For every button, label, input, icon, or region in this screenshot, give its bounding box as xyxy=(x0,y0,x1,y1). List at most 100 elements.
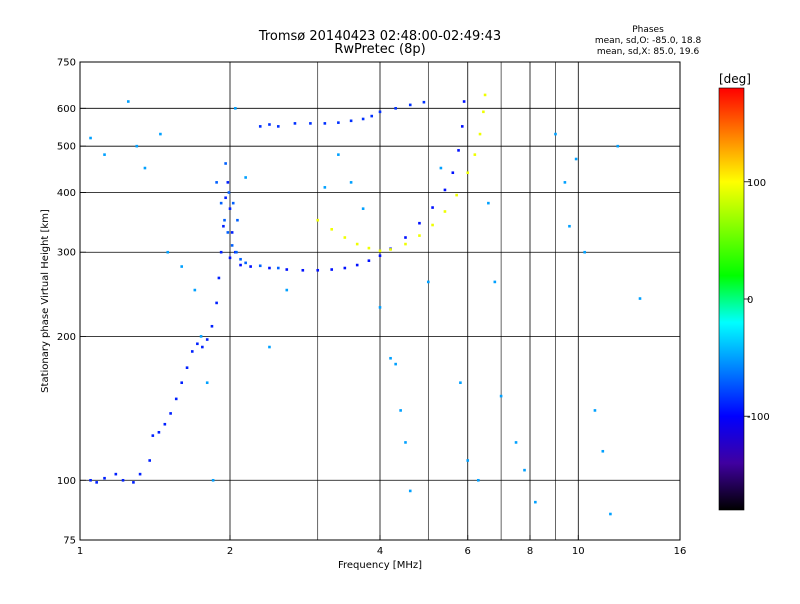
data-point xyxy=(367,246,371,250)
data-point xyxy=(201,345,204,349)
data-point xyxy=(157,431,161,434)
data-point xyxy=(205,381,209,385)
data-point xyxy=(268,123,271,126)
data-point xyxy=(554,132,557,136)
data-point xyxy=(483,93,487,97)
data-point xyxy=(493,280,497,284)
data-point xyxy=(367,259,371,262)
x-tick-label: 10 xyxy=(572,546,585,557)
data-point xyxy=(234,107,237,110)
data-point xyxy=(534,500,537,504)
data-point xyxy=(235,250,238,254)
data-point xyxy=(231,201,235,205)
data-point xyxy=(404,242,407,246)
data-point xyxy=(227,191,231,194)
y-tick-label: 300 xyxy=(57,248,76,259)
data-point xyxy=(309,122,312,125)
data-point xyxy=(301,268,305,272)
data-point xyxy=(199,335,203,338)
colorbar-tick-label: 0 xyxy=(747,295,753,306)
data-point xyxy=(193,288,197,292)
data-point xyxy=(166,250,170,254)
data-point xyxy=(404,441,407,444)
data-point xyxy=(244,176,247,179)
data-point xyxy=(418,221,421,225)
y-tick-label: 750 xyxy=(57,58,76,69)
data-point xyxy=(239,257,242,261)
data-point xyxy=(219,250,223,254)
x-tick-label: 4 xyxy=(377,546,383,557)
data-point xyxy=(349,181,353,184)
data-point xyxy=(404,236,407,239)
data-point xyxy=(482,110,485,114)
data-point xyxy=(230,244,234,247)
data-point xyxy=(276,266,280,270)
data-point xyxy=(244,261,247,265)
data-point xyxy=(316,218,320,222)
data-point xyxy=(219,201,223,205)
data-point xyxy=(285,288,289,292)
y-tick-label: 100 xyxy=(57,476,76,487)
data-point xyxy=(126,100,130,103)
data-points xyxy=(89,93,642,516)
data-point xyxy=(361,117,365,121)
colorbar-title: [deg] xyxy=(719,72,751,86)
data-point xyxy=(223,218,226,222)
chart-subtitle: RwPretec (8p) xyxy=(334,42,425,57)
data-point xyxy=(217,276,221,280)
x-axis-ticks: 1 2 4 6 8 10 16 xyxy=(77,535,686,557)
colorbar-tick-label: -100 xyxy=(747,412,770,423)
data-point xyxy=(103,476,106,480)
data-point xyxy=(143,166,147,170)
data-point xyxy=(568,224,571,228)
data-point xyxy=(163,422,167,426)
data-point xyxy=(466,459,470,462)
colorbar xyxy=(718,87,745,511)
data-point xyxy=(459,381,462,385)
y-tick-label: 75 xyxy=(63,536,76,547)
data-point xyxy=(477,478,480,482)
x-axis-label: Frequency [MHz] xyxy=(338,560,422,571)
data-point xyxy=(132,481,135,484)
data-point xyxy=(230,231,234,234)
data-point xyxy=(268,345,271,349)
data-point xyxy=(343,236,347,239)
y-tick-label: 500 xyxy=(57,142,76,153)
data-point xyxy=(121,478,125,482)
x-tick-label: 6 xyxy=(465,546,471,557)
data-point xyxy=(487,201,490,205)
data-point xyxy=(378,249,382,253)
chart-title: Tromsø 20140423 02:48:00-02:49:43 xyxy=(258,29,501,44)
data-point xyxy=(316,268,320,272)
data-point xyxy=(205,338,209,341)
data-point xyxy=(466,171,470,175)
data-point xyxy=(211,478,215,482)
data-point xyxy=(159,132,162,136)
data-point xyxy=(478,132,482,136)
data-point xyxy=(224,196,227,200)
data-point xyxy=(293,122,297,125)
data-point xyxy=(394,107,397,110)
data-point xyxy=(408,103,412,107)
x-tick-label: 2 xyxy=(227,546,233,557)
data-point xyxy=(638,297,642,300)
data-point xyxy=(431,206,434,209)
data-point xyxy=(330,268,334,271)
data-point xyxy=(135,144,139,148)
data-point xyxy=(399,409,402,412)
data-point xyxy=(426,280,430,284)
data-point xyxy=(95,481,98,484)
data-point xyxy=(258,264,262,268)
data-point xyxy=(138,472,142,476)
data-point xyxy=(268,266,271,270)
data-point xyxy=(563,181,567,184)
y-tick-label: 600 xyxy=(57,104,76,115)
data-point xyxy=(323,122,327,125)
data-point xyxy=(236,218,239,222)
data-point xyxy=(408,489,412,493)
x-tick-label: 1 xyxy=(77,546,83,557)
data-point xyxy=(616,144,620,148)
data-point xyxy=(457,149,460,152)
x-tick-label: 8 xyxy=(527,546,533,557)
